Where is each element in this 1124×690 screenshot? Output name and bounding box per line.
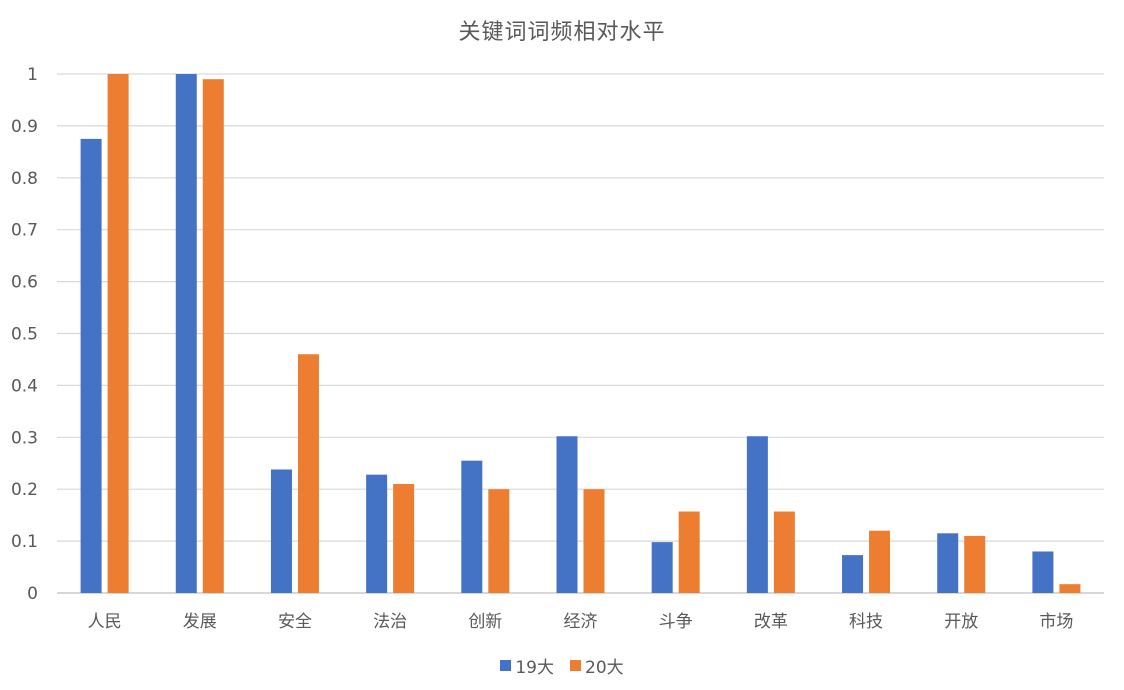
bar-20大-科技 — [869, 530, 891, 593]
bar-20大-创新 — [488, 489, 510, 593]
bar-20大-人民 — [107, 74, 129, 593]
legend: 19大 20大 — [0, 653, 1124, 678]
y-tick-label: 0.9 — [11, 117, 38, 137]
bar-20大-安全 — [297, 354, 319, 593]
bar-19大-市场 — [1032, 551, 1054, 593]
y-tick-label: 0.4 — [11, 376, 38, 396]
bar-19大-经济 — [556, 436, 578, 593]
x-tick-label: 创新 — [468, 612, 502, 632]
x-tick-label: 法治 — [373, 612, 407, 632]
y-tick-label: 0.7 — [11, 221, 38, 241]
legend-swatch-20 — [570, 660, 581, 671]
bar-20大-经济 — [583, 489, 605, 593]
bar-20大-市场 — [1059, 584, 1081, 593]
y-tick-label: 0 — [27, 584, 38, 604]
chart-title: 关键词词频相对水平 — [458, 20, 666, 45]
x-tick-label: 安全 — [278, 612, 312, 632]
y-tick-label: 0.2 — [11, 480, 38, 500]
legend-item-20: 20大 — [570, 653, 624, 678]
legend-item-19: 19大 — [500, 653, 554, 678]
bar-20大-斗争 — [678, 511, 700, 593]
legend-label-20: 20大 — [585, 658, 624, 678]
bar-19大-改革 — [746, 436, 768, 593]
x-tick-label: 经济 — [564, 612, 598, 632]
bar-19大-安全 — [270, 469, 292, 593]
y-tick-label: 0.5 — [11, 325, 38, 345]
x-tick-label: 开放 — [944, 612, 978, 632]
legend-label-19: 19大 — [515, 658, 554, 678]
x-tick-label: 人民 — [88, 612, 122, 632]
bar-19大-科技 — [842, 555, 864, 593]
bar-19大-开放 — [937, 533, 959, 593]
bar-19大-斗争 — [651, 542, 673, 593]
x-tick-label: 改革 — [754, 612, 788, 632]
x-tick-label: 市场 — [1039, 612, 1073, 632]
bar-19大-创新 — [461, 460, 483, 593]
bar-19大-法治 — [366, 474, 388, 593]
bar-20大-开放 — [964, 535, 986, 593]
x-tick-label: 科技 — [849, 612, 883, 632]
y-tick-label: 1 — [27, 65, 38, 85]
y-tick-label: 0.3 — [11, 428, 38, 448]
x-tick-label: 斗争 — [659, 612, 693, 632]
y-tick-label: 0.1 — [11, 532, 38, 552]
bar-19大-人民 — [80, 138, 102, 593]
bar-20大-改革 — [773, 511, 795, 593]
legend-swatch-19 — [500, 660, 512, 671]
bar-19大-发展 — [175, 74, 197, 593]
bar-20大-法治 — [393, 484, 415, 593]
y-tick-label: 0.6 — [11, 273, 38, 293]
bar-20大-发展 — [202, 79, 224, 593]
y-tick-label: 0.8 — [11, 169, 38, 189]
x-tick-label: 发展 — [183, 612, 217, 632]
